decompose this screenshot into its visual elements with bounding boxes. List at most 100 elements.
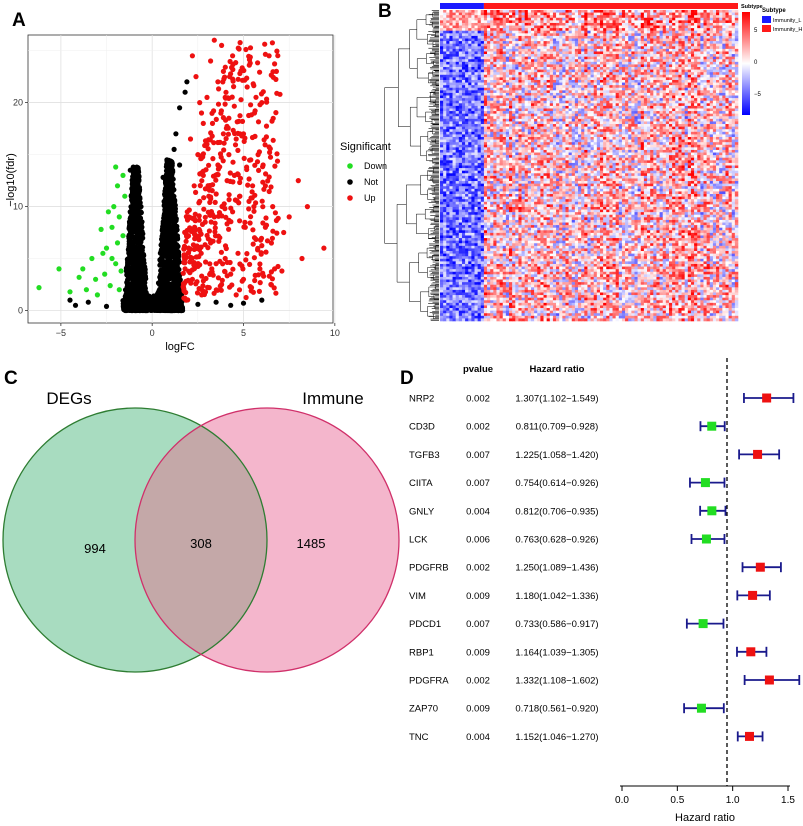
heatmap-cell bbox=[515, 28, 519, 32]
up-point bbox=[203, 167, 209, 173]
heatmap-cell bbox=[719, 25, 723, 29]
heatmap-cell bbox=[599, 46, 604, 50]
heatmap-cell bbox=[509, 25, 513, 29]
heatmap-cell bbox=[440, 33, 444, 37]
heatmap-cell bbox=[681, 25, 685, 29]
heatmap-cell bbox=[599, 30, 604, 34]
heatmap-cell bbox=[568, 43, 573, 47]
heatmap-cell bbox=[599, 28, 604, 32]
heatmap-cell bbox=[581, 48, 585, 52]
heatmap-cell bbox=[502, 33, 507, 37]
heatmap-cell bbox=[477, 10, 482, 13]
heatmap-cell bbox=[593, 48, 598, 52]
heatmap-cell bbox=[562, 15, 566, 19]
heatmap-cell bbox=[603, 38, 607, 42]
heatmap-cell bbox=[524, 33, 529, 37]
heatmap-cell bbox=[712, 15, 717, 19]
up-point bbox=[246, 57, 253, 63]
heatmap-cell bbox=[618, 22, 623, 26]
up-point bbox=[274, 48, 280, 54]
heatmap-cell bbox=[449, 41, 453, 44]
up-point bbox=[229, 282, 235, 288]
heatmap-cell bbox=[584, 10, 588, 13]
heatmap-cell bbox=[712, 51, 717, 55]
heatmap-cell bbox=[697, 51, 701, 55]
heatmap-cell bbox=[719, 48, 723, 52]
heatmap-cell bbox=[697, 17, 701, 21]
heatmap-cell bbox=[612, 22, 616, 26]
heatmap-cell bbox=[440, 48, 444, 52]
heatmap-cell bbox=[662, 33, 667, 37]
heatmap-cell bbox=[615, 20, 620, 24]
heatmap-cell bbox=[631, 15, 635, 19]
heatmap-cell bbox=[559, 15, 563, 19]
not-point bbox=[136, 200, 142, 206]
heatmap-cell bbox=[458, 12, 463, 16]
heatmap-cell bbox=[571, 41, 576, 44]
heatmap-cell bbox=[725, 17, 729, 21]
heatmap-cell bbox=[615, 43, 620, 47]
heatmap-cell bbox=[668, 48, 673, 52]
heatmap-cell bbox=[640, 30, 645, 34]
heatmap-cell bbox=[650, 41, 654, 44]
heatmap-cell bbox=[599, 25, 604, 29]
heatmap-cell bbox=[562, 22, 566, 26]
heatmap-cell bbox=[599, 15, 604, 19]
heatmap-cell bbox=[587, 25, 591, 29]
heatmap-cell bbox=[653, 17, 657, 21]
heatmap-cell bbox=[628, 43, 632, 47]
heatmap-cell bbox=[647, 41, 651, 44]
up-point bbox=[260, 204, 266, 210]
heatmap-cell bbox=[565, 20, 569, 24]
heatmap-cell bbox=[556, 10, 560, 13]
panel-label-a: A bbox=[12, 10, 26, 31]
heatmap-cell bbox=[534, 30, 538, 34]
heatmap-cell bbox=[728, 43, 733, 47]
heatmap-cell bbox=[562, 43, 566, 47]
heatmap-cell bbox=[499, 54, 504, 57]
heatmap-cell bbox=[461, 28, 466, 32]
heatmap-cell bbox=[628, 10, 632, 13]
heatmap-cell bbox=[458, 38, 463, 42]
down-point bbox=[56, 266, 62, 272]
heatmap-cell bbox=[678, 22, 682, 26]
up-point bbox=[226, 152, 232, 158]
heatmap-cell bbox=[678, 25, 682, 29]
heatmap-cell bbox=[446, 46, 450, 50]
up-point bbox=[213, 191, 219, 197]
up-point bbox=[274, 158, 281, 164]
heatmap-cell bbox=[634, 12, 638, 16]
heatmap-cell bbox=[603, 51, 607, 55]
heatmap-cell bbox=[665, 15, 670, 19]
heatmap-cell bbox=[681, 48, 685, 52]
heatmap-cell bbox=[543, 54, 547, 57]
up-point bbox=[270, 137, 276, 143]
up-point bbox=[225, 125, 231, 131]
heatmap-cell bbox=[621, 20, 626, 24]
up-point bbox=[205, 146, 211, 152]
heatmap-cell bbox=[549, 38, 554, 42]
heatmap-cell bbox=[502, 41, 507, 44]
heatmap-cell bbox=[480, 41, 485, 44]
heatmap-cell bbox=[559, 20, 563, 24]
not-point bbox=[129, 239, 135, 245]
heatmap-cell bbox=[672, 48, 676, 52]
heatmap-cell bbox=[609, 51, 613, 55]
heatmap-cell bbox=[722, 17, 726, 21]
not-point bbox=[173, 252, 179, 258]
heatmap-cell bbox=[675, 35, 679, 39]
heatmap-cell bbox=[606, 46, 610, 50]
heatmap-cell bbox=[568, 46, 573, 50]
heatmap-cell bbox=[731, 22, 736, 26]
heatmap-cell bbox=[587, 30, 591, 34]
heatmap-cell bbox=[700, 46, 704, 50]
up-point bbox=[255, 60, 261, 66]
heatmap-cell bbox=[643, 17, 648, 21]
heatmap-cell bbox=[540, 41, 544, 44]
heatmap-cell bbox=[578, 10, 582, 13]
heatmap-cell bbox=[440, 22, 444, 26]
heatmap-cell bbox=[530, 54, 535, 57]
heatmap-cell bbox=[521, 41, 525, 44]
heatmap-cell bbox=[603, 12, 607, 16]
heatmap-cell bbox=[618, 35, 623, 39]
